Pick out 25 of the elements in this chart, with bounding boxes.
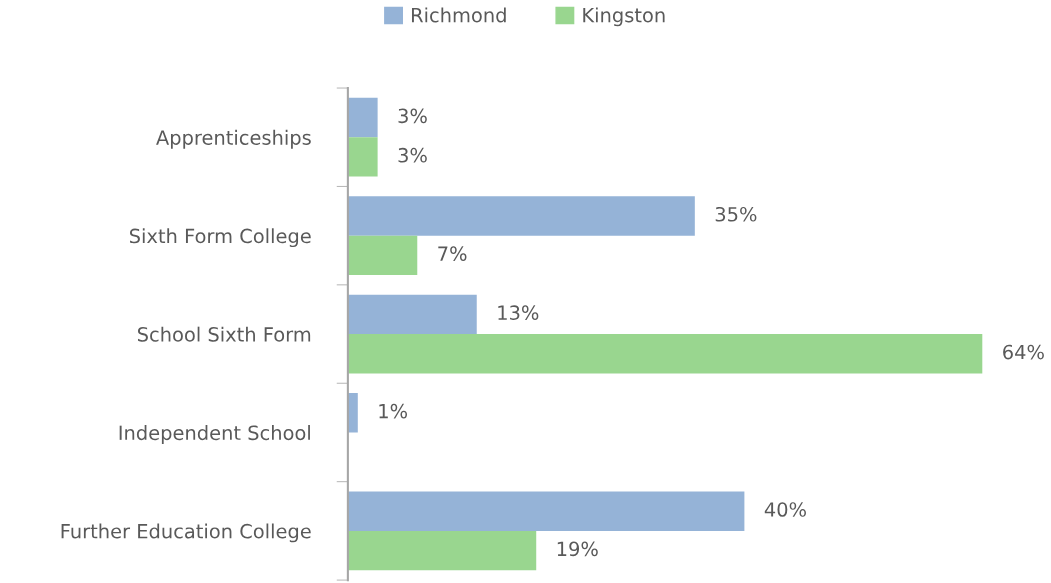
data-label: 13% bbox=[498, 305, 539, 321]
bar bbox=[347, 530, 537, 571]
data-label: 3% bbox=[398, 108, 427, 124]
bar bbox=[347, 393, 358, 433]
legend-label: Richmond bbox=[411, 7, 506, 23]
bar bbox=[347, 97, 378, 138]
y-tick-label: Independent School bbox=[119, 425, 310, 444]
data-label: 19% bbox=[557, 541, 598, 557]
bar bbox=[347, 334, 983, 374]
y-tick-label: Sixth Form College bbox=[129, 228, 311, 248]
bar bbox=[347, 294, 477, 335]
data-label: 3% bbox=[398, 147, 427, 163]
bar bbox=[347, 235, 418, 276]
bar bbox=[347, 491, 745, 531]
bar bbox=[347, 137, 378, 177]
data-label: 1% bbox=[379, 403, 408, 419]
data-label: 64% bbox=[1003, 344, 1044, 360]
data-label: 35% bbox=[715, 206, 757, 222]
data-label: 7% bbox=[438, 246, 467, 261]
y-tick-label: Further Education College bbox=[61, 523, 311, 543]
data-label: 40% bbox=[764, 502, 806, 517]
y-tick-label: School Sixth Form bbox=[137, 326, 311, 342]
y-tick-label: Apprenticeships bbox=[156, 129, 311, 149]
bar bbox=[347, 196, 695, 236]
legend-label: Kingston bbox=[583, 7, 665, 27]
